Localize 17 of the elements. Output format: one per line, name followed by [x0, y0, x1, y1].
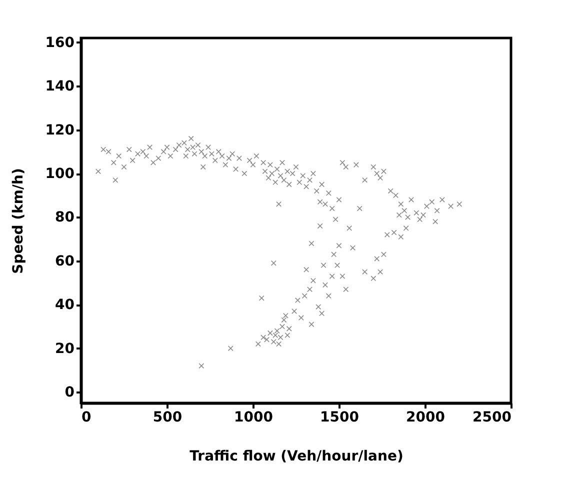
- y-tick-label: 20: [55, 340, 75, 357]
- y-tick-label: 60: [55, 253, 75, 270]
- x-axis-title: Traffic flow (Veh/hour/lane): [190, 448, 404, 464]
- x-tick-label: 2500: [472, 410, 512, 426]
- x-tick-label: 1500: [320, 410, 360, 426]
- y-tick-label: 80: [55, 210, 75, 226]
- x-tick-label: 2000: [406, 410, 446, 426]
- x-tick-label: 500: [152, 410, 182, 426]
- y-tick-label: 160: [45, 34, 75, 51]
- y-tick-label: 40: [55, 297, 75, 314]
- y-tick-label: 0: [64, 384, 75, 401]
- y-tick-label: 140: [45, 78, 75, 95]
- y-tick-label: 100: [45, 166, 75, 182]
- x-tick-label: 0: [82, 410, 92, 426]
- y-axis-title: Speed (km/h): [10, 168, 26, 274]
- x-tick-label: 1000: [234, 410, 274, 426]
- y-tick-label: 120: [45, 122, 75, 138]
